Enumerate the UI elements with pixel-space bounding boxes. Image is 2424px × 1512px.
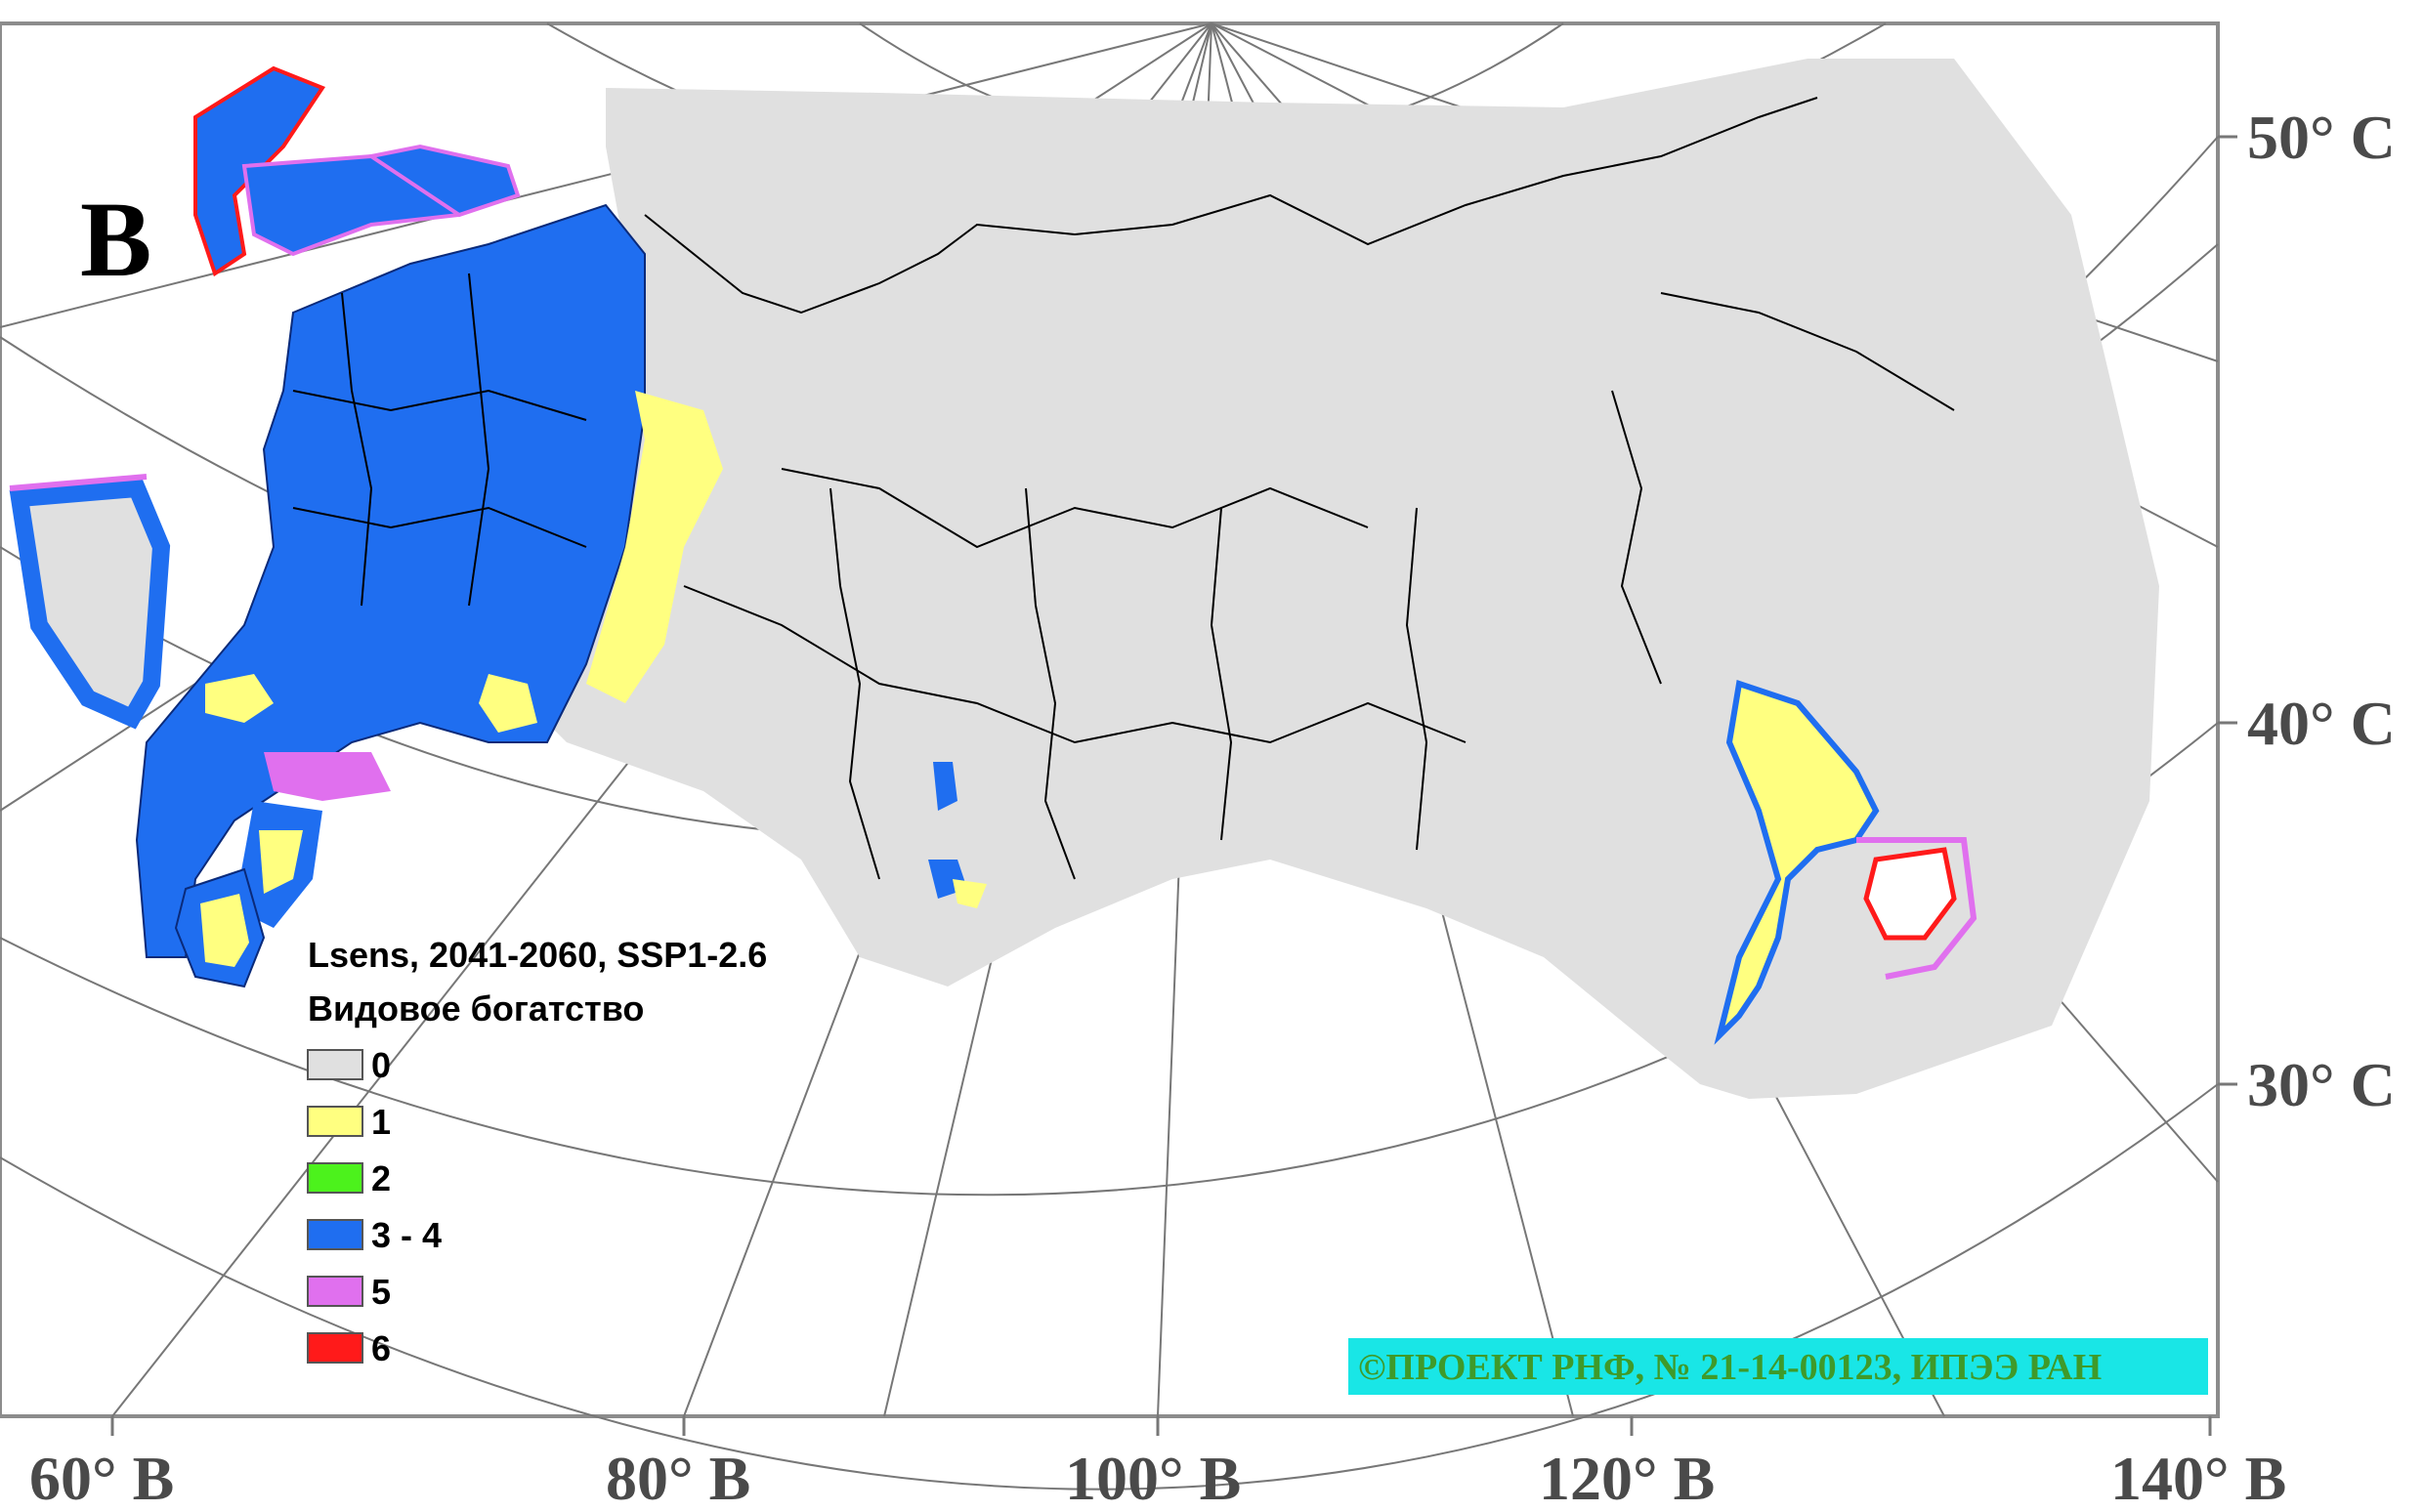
legend-label-1: 1 <box>371 1102 391 1142</box>
lon-label-80: 80° В <box>606 1444 750 1512</box>
kola-territory <box>20 479 166 723</box>
credit-box: ©ПРОЕКТ РНФ, № 21-14-00123, ИПЭЭ РАН <box>1348 1338 2208 1395</box>
boundary-7 <box>1611 390 1662 685</box>
credit-background <box>1348 1338 2208 1395</box>
lat-label-30: 30° С <box>2247 1050 2396 1119</box>
parallel-30 <box>0 1083 2219 1491</box>
richness-3-4-kara-coast <box>365 144 521 218</box>
legend-label-5: 6 <box>371 1328 391 1368</box>
richness-1-far-east <box>1714 680 1880 1045</box>
richness-5-primorye <box>1856 837 1977 980</box>
legend: Lsens, 2041-2060, SSP1-2.6 Видовое богат… <box>307 935 767 1368</box>
lon-label-120: 120° В <box>1539 1444 1715 1512</box>
legend-swatch-1 <box>307 1106 363 1137</box>
boundary-12 <box>468 273 490 607</box>
legend-label-2: 2 <box>371 1158 391 1198</box>
lat-label-40: 40° С <box>2247 689 2396 758</box>
richness-5-kola-edge <box>9 474 148 491</box>
boundary-9 <box>292 389 587 421</box>
legend-swatch-2 <box>307 1162 363 1194</box>
legend-label-0: 0 <box>371 1045 391 1085</box>
richness-1-crimea <box>200 894 249 967</box>
russia-territory <box>508 59 2159 1099</box>
arctic-coastline <box>644 97 1818 315</box>
boundary-2 <box>683 585 1467 744</box>
lon-label-60: 60° В <box>29 1444 174 1512</box>
legend-label-3: 3 - 4 <box>371 1215 442 1255</box>
legend-swatch-0 <box>307 1049 363 1080</box>
credit-text: ©ПРОЕКТ РНФ, № 21-14-00123, ИПЭЭ РАН <box>1358 1347 2102 1388</box>
boundary-11 <box>341 292 373 607</box>
richness-1-south-2 <box>479 674 537 733</box>
lon-label-100: 100° В <box>1065 1444 1241 1512</box>
richness-6-primorye <box>1863 847 1957 941</box>
richness-5-caucasus <box>264 752 391 801</box>
legend-label-4: 5 <box>371 1272 391 1312</box>
richness-1-caucasus <box>259 830 303 894</box>
region-boundaries <box>292 273 1955 880</box>
latitude-labels: 50° С 40° С 30° С <box>2218 103 2396 1119</box>
legend-swatch-3 <box>307 1219 363 1250</box>
boundary-4 <box>1025 487 1076 880</box>
richness-3-4-altai <box>933 762 957 811</box>
meridian-40 <box>0 22 1212 328</box>
longitude-labels: 60° В 80° В 100° В 120° В 140° В <box>29 1416 2286 1512</box>
boundary-8 <box>1660 292 1955 411</box>
legend-swatch-4 <box>307 1276 363 1307</box>
legend-title-line2: Видовое богатство <box>308 988 644 1029</box>
boundary-6 <box>1405 507 1428 851</box>
boundary-5 <box>1210 507 1233 841</box>
boundary-10 <box>292 506 587 548</box>
legend-items: 0 1 2 3 - 4 5 6 <box>307 1045 442 1368</box>
legend-swatch-5 <box>307 1332 363 1364</box>
lon-label-140: 140° В <box>2110 1444 2286 1512</box>
boundary-3 <box>829 487 880 880</box>
richness-1-sayan <box>953 879 987 908</box>
boundary-1 <box>781 468 1369 549</box>
lat-label-50: 50° С <box>2247 103 2396 172</box>
legend-title-line1: Lsens, 2041-2060, SSP1-2.6 <box>308 935 767 975</box>
richness-1-urals <box>586 391 723 703</box>
panel-letter: B <box>80 180 151 299</box>
richness-1-south-1 <box>205 674 274 723</box>
richness-3-4-kola <box>9 479 171 730</box>
